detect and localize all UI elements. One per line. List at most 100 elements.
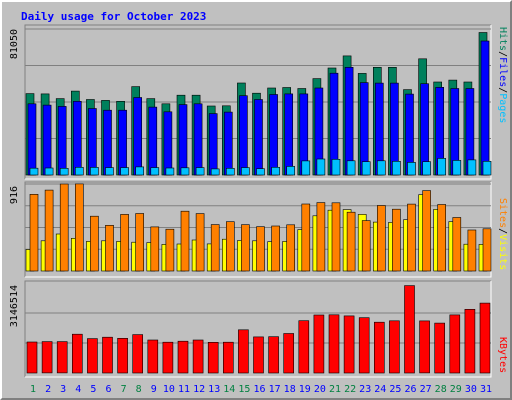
day-label: 16 bbox=[253, 384, 265, 395]
kbytes-bar bbox=[72, 333, 83, 374]
day-label: 21 bbox=[329, 384, 341, 395]
kbytes-bar bbox=[117, 337, 128, 374]
kbytes-bar bbox=[268, 336, 279, 374]
kbytes-bar bbox=[328, 314, 340, 374]
sites-bar bbox=[376, 205, 386, 272]
day-label: 17 bbox=[269, 384, 281, 395]
files-bar bbox=[269, 94, 278, 176]
pages-bar bbox=[59, 168, 69, 176]
legend-visits: Visits bbox=[497, 234, 508, 270]
kbytes-bar bbox=[87, 338, 98, 374]
sites-bar bbox=[407, 203, 416, 272]
kbytes-bar bbox=[56, 341, 68, 374]
kbytes-bar bbox=[373, 321, 385, 374]
sites-bar bbox=[286, 224, 296, 272]
kbytes-bar bbox=[162, 341, 174, 374]
pages-bar bbox=[29, 167, 39, 176]
day-label: 1 bbox=[30, 384, 36, 395]
day-label: 30 bbox=[465, 384, 477, 395]
sites-bar bbox=[44, 189, 54, 272]
files-bar bbox=[103, 109, 112, 176]
sites-bar bbox=[105, 225, 114, 272]
sites-bar bbox=[59, 183, 69, 272]
files-bar bbox=[133, 97, 142, 176]
day-label: 6 bbox=[105, 384, 111, 395]
sites-bar bbox=[452, 217, 462, 272]
sites-bar bbox=[195, 213, 205, 272]
kbytes-bar bbox=[389, 320, 400, 374]
y-tick-label: 81050 bbox=[9, 29, 20, 59]
kbytes-bar bbox=[298, 320, 310, 374]
sites-bar bbox=[316, 202, 326, 272]
day-label: 22 bbox=[344, 384, 356, 395]
pages-bar bbox=[195, 167, 205, 176]
sites-bar bbox=[29, 194, 39, 272]
pages-bar bbox=[150, 167, 160, 176]
files-bar bbox=[344, 67, 354, 176]
files-bar bbox=[178, 104, 188, 176]
pages-bar bbox=[301, 160, 311, 176]
day-label: 5 bbox=[90, 384, 96, 395]
sites-bar bbox=[165, 228, 175, 272]
day-label: 25 bbox=[389, 384, 401, 395]
day-label: 26 bbox=[404, 384, 416, 395]
sites-bar bbox=[482, 228, 492, 272]
kbytes-bar bbox=[102, 336, 113, 374]
pages-bar bbox=[346, 160, 356, 176]
pages-bar bbox=[286, 166, 296, 176]
files-bar bbox=[73, 101, 82, 176]
files-bar bbox=[208, 113, 218, 176]
kbytes-bar bbox=[26, 341, 38, 374]
legend-hits: Hits bbox=[497, 27, 508, 51]
legend-separator: / bbox=[497, 87, 508, 93]
day-label: 12 bbox=[193, 384, 205, 395]
sites-bar bbox=[256, 226, 265, 272]
day-label: 14 bbox=[223, 384, 235, 395]
pages-bar bbox=[226, 168, 235, 176]
pages-bar bbox=[180, 167, 190, 176]
pages-bar bbox=[210, 168, 220, 176]
files-bar bbox=[239, 95, 248, 176]
files-bar bbox=[163, 111, 173, 176]
sites-bar bbox=[301, 203, 311, 272]
sites-bar bbox=[226, 221, 235, 272]
kbytes-bar bbox=[132, 334, 143, 374]
kbytes-bar bbox=[313, 314, 325, 374]
legend-kbytes: KBytes bbox=[497, 337, 508, 373]
day-label: 11 bbox=[178, 384, 190, 395]
pages-bar bbox=[482, 161, 492, 176]
series-legend: Hits/Files/Pages bbox=[497, 27, 508, 123]
files-bar bbox=[193, 103, 203, 176]
day-label: 2 bbox=[45, 384, 51, 395]
pages-bar bbox=[467, 159, 477, 176]
pages-bar bbox=[361, 161, 371, 176]
pages-bar bbox=[331, 159, 341, 176]
kbytes-bar bbox=[223, 341, 234, 374]
day-label: 4 bbox=[75, 384, 81, 395]
sites-bar bbox=[392, 208, 401, 272]
sites-bar bbox=[120, 214, 129, 272]
kbytes-bar bbox=[479, 302, 491, 374]
day-label: 15 bbox=[238, 384, 250, 395]
files-bar bbox=[27, 103, 37, 176]
day-label: 23 bbox=[359, 384, 371, 395]
day-label: 9 bbox=[151, 384, 157, 395]
kbytes-bar bbox=[253, 336, 264, 374]
sites-bar bbox=[271, 225, 280, 272]
files-bar bbox=[42, 104, 52, 176]
day-label: 27 bbox=[420, 384, 432, 395]
files-bar bbox=[254, 99, 263, 176]
files-bar bbox=[148, 106, 158, 176]
kbytes-bar bbox=[207, 341, 219, 374]
pages-bar bbox=[241, 167, 250, 176]
kbytes-bar bbox=[238, 329, 249, 374]
files-bar bbox=[88, 108, 97, 176]
day-label: 7 bbox=[121, 384, 127, 395]
kbytes-bar bbox=[358, 317, 370, 374]
sites-bar bbox=[180, 210, 190, 272]
sites-bar bbox=[331, 202, 341, 272]
files-bar bbox=[224, 111, 233, 176]
kbytes-bar bbox=[41, 341, 53, 374]
kbytes-bar bbox=[434, 322, 446, 374]
day-label: 29 bbox=[450, 384, 462, 395]
